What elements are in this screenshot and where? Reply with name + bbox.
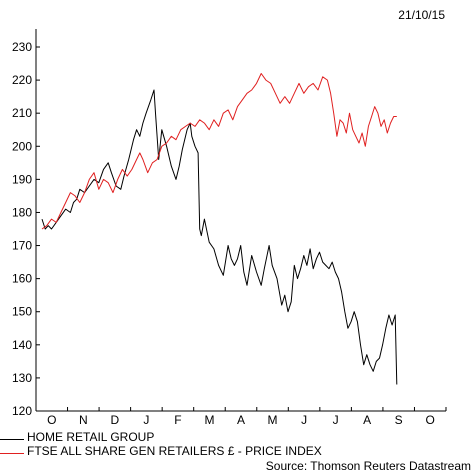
x-tick-label: J	[301, 413, 307, 427]
y-tick-label: 150	[12, 305, 32, 319]
y-tick-label: 160	[12, 272, 32, 286]
y-tick-label: 220	[12, 73, 32, 87]
x-tick-label: A	[237, 413, 245, 427]
y-tick-label: 120	[12, 404, 32, 418]
y-tick-label: 200	[12, 139, 32, 153]
legend-swatch-red	[0, 452, 24, 454]
series-line-ftse-gen-retailers	[41, 73, 397, 230]
y-tick-label: 130	[12, 371, 32, 385]
legend-swatch-black	[0, 438, 24, 440]
x-tick-label: J	[143, 413, 149, 427]
y-tick-label: 210	[12, 106, 32, 120]
legend-item-ftse-retailers: FTSE ALL SHARE GEN RETAILERS £ - PRICE I…	[0, 444, 322, 458]
x-tick-label: F	[174, 413, 181, 427]
y-tick-label: 190	[12, 172, 32, 186]
x-tick-label: O	[47, 413, 56, 427]
series-lines	[41, 73, 398, 385]
legend-label: HOME RETAIL GROUP	[27, 430, 155, 444]
x-tick-label: S	[395, 413, 403, 427]
x-tick-label: M	[268, 413, 278, 427]
series-line-home-retail-group	[41, 89, 398, 385]
date-label: 21/10/15	[398, 8, 445, 22]
x-tick-label: O	[426, 413, 435, 427]
y-tick-label: 230	[12, 40, 32, 54]
x-tick-label: A	[363, 413, 371, 427]
legend-label: FTSE ALL SHARE GEN RETAILERS £ - PRICE I…	[27, 444, 322, 458]
x-tick-label: M	[204, 413, 214, 427]
y-tick-label: 170	[12, 239, 32, 253]
x-tick-label: N	[79, 413, 88, 427]
source-label: Source: Thomson Reuters Datastream	[265, 459, 471, 473]
legend-item-home-retail: HOME RETAIL GROUP	[0, 430, 154, 444]
y-tick-label: 180	[12, 205, 32, 219]
y-tick-label: 140	[12, 338, 32, 352]
x-tick-label: D	[111, 413, 120, 427]
x-tick-label: J	[333, 413, 339, 427]
y-axis: 120 130 140 150 160 170 180 190 200 210 220 230	[12, 29, 40, 418]
